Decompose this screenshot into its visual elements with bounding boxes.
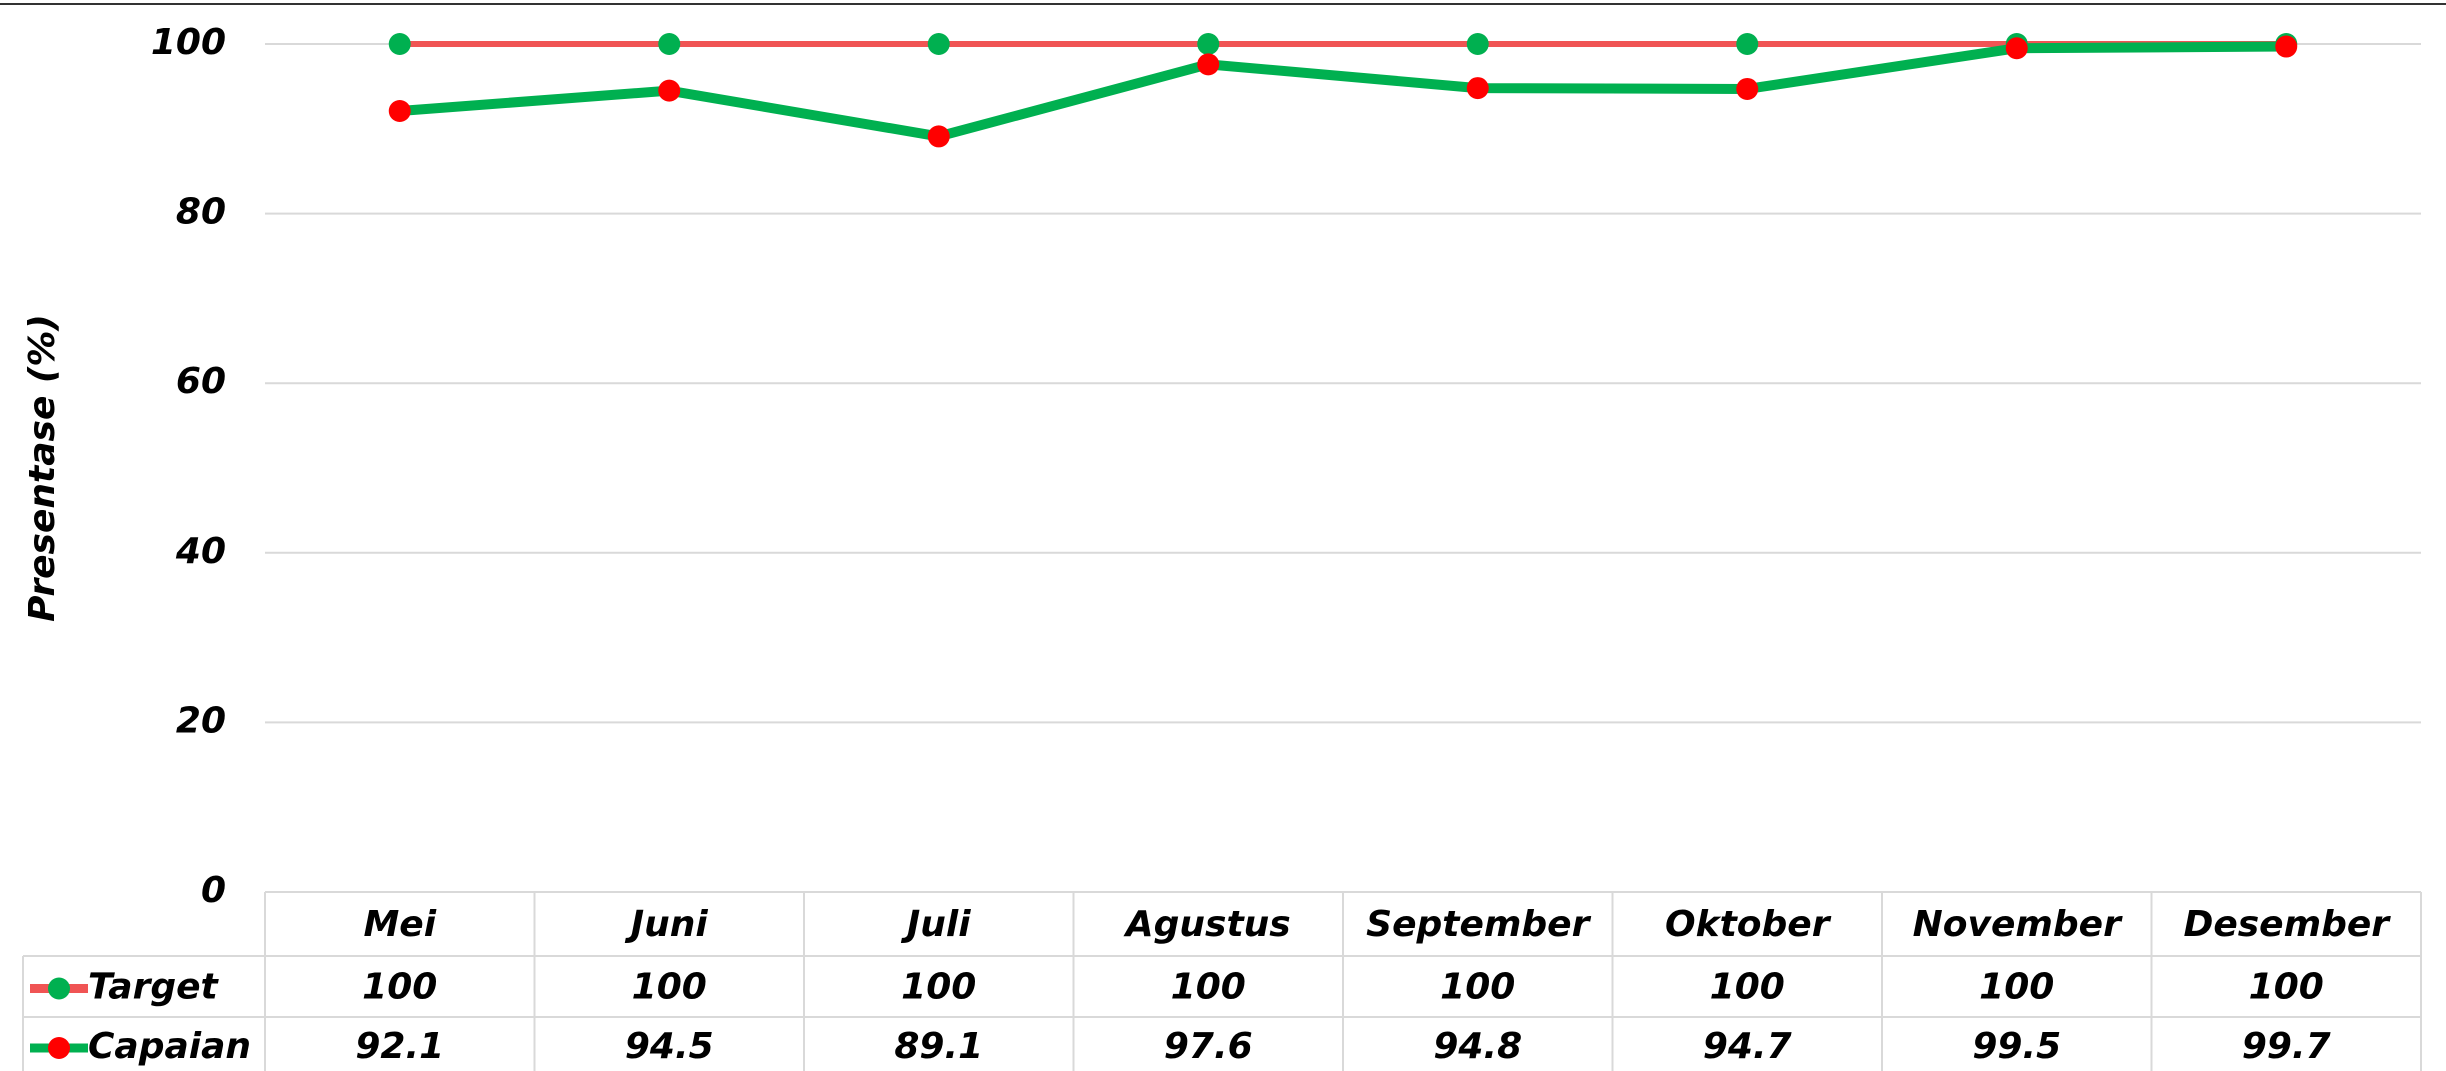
y-tick-label: 40 [175,531,226,572]
data-table-value: 100 [632,967,707,1008]
marker [927,33,950,55]
data-table-value: 100 [1171,967,1246,1008]
data-table-value: 94.8 [1433,1026,1522,1067]
marker [2005,37,2028,60]
x-tick-label: Desember [2183,904,2391,945]
data-table-value: 94.5 [625,1026,714,1067]
data-table-value: 100 [1710,967,1785,1008]
x-tick-label: Mei [363,904,436,945]
marker [2275,35,2298,58]
legend-label: Capaian [88,1026,251,1067]
marker [658,79,681,102]
data-table-value: 100 [362,967,437,1008]
data-table-value: 100 [2249,967,2324,1008]
y-tick-label: 0 [201,870,226,911]
data-table-value: 92.1 [355,1026,444,1067]
legend-label: Target [88,967,220,1008]
data-table-value: 89.1 [894,1026,983,1067]
marker [927,125,950,148]
marker [1197,33,1220,55]
y-tick-label: 60 [176,361,226,402]
data-table-value: 99.7 [2242,1026,2331,1067]
x-tick-label: Juli [901,904,971,945]
y-axis-label: Presentase (%) [22,314,63,622]
marker [1466,33,1489,55]
marker [1466,77,1489,100]
data-table-value: 100 [901,967,976,1008]
marker [658,33,681,55]
x-tick-label: Agustus [1123,904,1291,945]
y-tick-label: 100 [151,22,226,63]
marker [388,99,411,122]
legend-key-marker [48,977,70,1000]
data-table-value: 97.6 [1164,1026,1253,1067]
legend-key-marker [48,1037,70,1059]
x-tick-label: September [1366,904,1591,945]
x-tick-label: Oktober [1665,904,1832,945]
marker [1736,33,1759,55]
data-table-value: 100 [1979,967,2054,1008]
data-table-value: 94.7 [1703,1026,1792,1067]
series-line [399,41,2287,142]
x-tick-label: November [1913,904,2123,945]
data-table-value: 100 [1440,967,1515,1008]
y-tick-label: 20 [176,700,226,741]
data-table-value: 99.5 [1972,1026,2061,1067]
marker [1197,53,1220,76]
marker [1736,77,1759,100]
x-tick-label: Juni [625,904,709,945]
marker [388,33,411,55]
y-tick-label: 80 [176,192,226,233]
